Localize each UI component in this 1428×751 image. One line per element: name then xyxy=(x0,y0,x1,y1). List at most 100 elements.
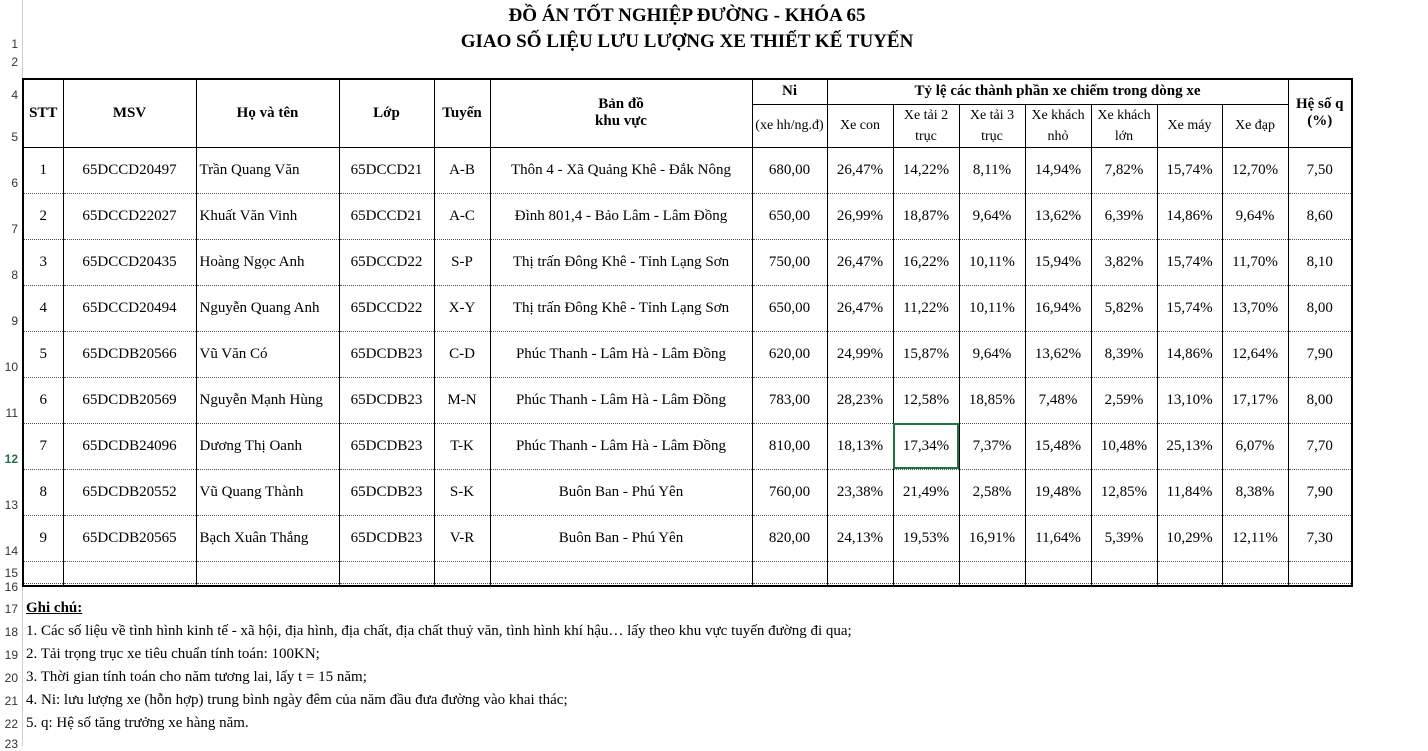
cell-xe-dap[interactable]: 6,07% xyxy=(1221,422,1289,470)
cell-class[interactable]: 65DCDB23 xyxy=(338,422,435,470)
cell-xe-con[interactable]: 23,38% xyxy=(826,468,894,516)
cell-xe-tai-3-truc[interactable]: 2,58% xyxy=(958,468,1026,516)
empty-cell[interactable] xyxy=(1156,560,1223,584)
empty-cell[interactable] xyxy=(433,582,491,587)
cell-xe-dap[interactable]: 11,70% xyxy=(1221,238,1289,286)
cell-xe-may[interactable]: 15,74% xyxy=(1156,238,1223,286)
cell-name[interactable]: Vũ Văn Có xyxy=(195,330,340,378)
row-number[interactable]: 14 xyxy=(4,544,18,558)
row-number[interactable]: 5 xyxy=(11,130,18,144)
cell-route[interactable]: S-K xyxy=(433,468,491,516)
empty-cell[interactable] xyxy=(433,560,491,584)
cell-stt[interactable]: 7 xyxy=(22,422,64,470)
cell-xe-tai-3-truc[interactable]: 18,85% xyxy=(958,376,1026,424)
cell-xe-con[interactable]: 24,13% xyxy=(826,514,894,562)
cell-xe-khach-nho[interactable]: 13,62% xyxy=(1024,330,1092,378)
row-number[interactable]: 1 xyxy=(11,37,18,51)
cell-stt[interactable]: 1 xyxy=(22,146,64,194)
cell-map[interactable]: Phúc Thanh - Lâm Hà - Lâm Đồng xyxy=(489,330,753,378)
cell-xe-dap[interactable]: 8,38% xyxy=(1221,468,1289,516)
cell-xe-may[interactable]: 14,86% xyxy=(1156,330,1223,378)
cell-route[interactable]: X-Y xyxy=(433,284,491,332)
empty-cell[interactable] xyxy=(1287,582,1353,587)
cell-xe-khach-nho[interactable]: 19,48% xyxy=(1024,468,1092,516)
cell-class[interactable]: 65DCDB23 xyxy=(338,330,435,378)
cell-class[interactable]: 65DCCD21 xyxy=(338,146,435,194)
cell-route[interactable]: T-K xyxy=(433,422,491,470)
cell-map[interactable]: Buôn Ban - Phú Yên xyxy=(489,468,753,516)
cell-stt[interactable]: 9 xyxy=(22,514,64,562)
cell-xe-tai-3-truc[interactable]: 16,91% xyxy=(958,514,1026,562)
cell-xe-dap[interactable]: 9,64% xyxy=(1221,192,1289,240)
empty-cell[interactable] xyxy=(195,560,340,584)
cell-xe-tai-2-truc[interactable]: 11,22% xyxy=(892,284,960,332)
cell-map[interactable]: Buôn Ban - Phú Yên xyxy=(489,514,753,562)
cell-ni[interactable]: 783,00 xyxy=(751,376,828,424)
empty-cell[interactable] xyxy=(62,582,197,587)
cell-map[interactable]: Thôn 4 - Xã Quảng Khê - Đắk Nông xyxy=(489,146,753,194)
cell-msv[interactable]: 65DCDB20552 xyxy=(62,468,197,516)
empty-cell[interactable] xyxy=(958,582,1026,587)
cell-name[interactable]: Bạch Xuân Thắng xyxy=(195,514,340,562)
cell-xe-tai-2-truc[interactable]: 16,22% xyxy=(892,238,960,286)
cell-stt[interactable]: 6 xyxy=(22,376,64,424)
cell-xe-may[interactable]: 11,84% xyxy=(1156,468,1223,516)
cell-xe-khach-lon[interactable]: 3,82% xyxy=(1090,238,1158,286)
cell-q[interactable]: 8,60 xyxy=(1287,192,1353,240)
cell-xe-tai-2-truc[interactable]: 14,22% xyxy=(892,146,960,194)
empty-cell[interactable] xyxy=(1221,560,1289,584)
row-number[interactable]: 10 xyxy=(4,360,18,374)
cell-xe-dap[interactable]: 12,64% xyxy=(1221,330,1289,378)
cell-xe-khach-lon[interactable]: 5,82% xyxy=(1090,284,1158,332)
cell-xe-may[interactable]: 10,29% xyxy=(1156,514,1223,562)
cell-stt[interactable]: 2 xyxy=(22,192,64,240)
cell-ni[interactable]: 820,00 xyxy=(751,514,828,562)
cell-xe-tai-2-truc[interactable]: 19,53% xyxy=(892,514,960,562)
empty-cell[interactable] xyxy=(338,582,435,587)
row-number[interactable]: 20 xyxy=(4,671,18,685)
cell-xe-khach-lon[interactable]: 8,39% xyxy=(1090,330,1158,378)
cell-name[interactable]: Trần Quang Văn xyxy=(195,146,340,194)
empty-cell[interactable] xyxy=(338,560,435,584)
cell-name[interactable]: Hoàng Ngọc Anh xyxy=(195,238,340,286)
cell-class[interactable]: 65DCDB23 xyxy=(338,376,435,424)
cell-xe-khach-lon[interactable]: 7,82% xyxy=(1090,146,1158,194)
cell-name[interactable]: Khuất Văn Vinh xyxy=(195,192,340,240)
cell-msv[interactable]: 65DCDB24096 xyxy=(62,422,197,470)
cell-xe-con[interactable]: 26,99% xyxy=(826,192,894,240)
empty-cell[interactable] xyxy=(958,560,1026,584)
empty-cell[interactable] xyxy=(826,582,894,587)
cell-class[interactable]: 65DCCD21 xyxy=(338,192,435,240)
row-number[interactable]: 17 xyxy=(4,602,18,616)
cell-name[interactable]: Dương Thị Oanh xyxy=(195,422,340,470)
cell-q[interactable]: 7,50 xyxy=(1287,146,1353,194)
cell-xe-may[interactable]: 14,86% xyxy=(1156,192,1223,240)
cell-xe-khach-lon[interactable]: 6,39% xyxy=(1090,192,1158,240)
cell-q[interactable]: 7,90 xyxy=(1287,330,1353,378)
cell-msv[interactable]: 65DCCD20494 xyxy=(62,284,197,332)
row-number[interactable]: 9 xyxy=(11,314,18,328)
row-number[interactable]: 23 xyxy=(4,737,18,751)
cell-ni[interactable]: 680,00 xyxy=(751,146,828,194)
cell-xe-tai-3-truc[interactable]: 9,64% xyxy=(958,192,1026,240)
cell-map[interactable]: Thị trấn Đông Khê - Tỉnh Lạng Sơn xyxy=(489,284,753,332)
cell-msv[interactable]: 65DCCD20435 xyxy=(62,238,197,286)
cell-ni[interactable]: 750,00 xyxy=(751,238,828,286)
cell-msv[interactable]: 65DCCD20497 xyxy=(62,146,197,194)
cell-xe-khach-lon[interactable]: 5,39% xyxy=(1090,514,1158,562)
cell-stt[interactable]: 3 xyxy=(22,238,64,286)
cell-xe-khach-nho[interactable]: 15,94% xyxy=(1024,238,1092,286)
empty-cell[interactable] xyxy=(892,582,960,587)
row-number[interactable]: 8 xyxy=(11,268,18,282)
cell-xe-khach-lon[interactable]: 10,48% xyxy=(1090,422,1158,470)
cell-ni[interactable]: 650,00 xyxy=(751,284,828,332)
cell-xe-khach-nho[interactable]: 11,64% xyxy=(1024,514,1092,562)
cell-name[interactable]: Nguyễn Quang Anh xyxy=(195,284,340,332)
cell-xe-dap[interactable]: 17,17% xyxy=(1221,376,1289,424)
cell-xe-tai-3-truc[interactable]: 8,11% xyxy=(958,146,1026,194)
cell-xe-dap[interactable]: 12,70% xyxy=(1221,146,1289,194)
empty-cell[interactable] xyxy=(489,560,753,584)
row-number[interactable]: 11 xyxy=(5,406,18,420)
cell-xe-tai-3-truc[interactable]: 10,11% xyxy=(958,238,1026,286)
cell-stt[interactable]: 5 xyxy=(22,330,64,378)
